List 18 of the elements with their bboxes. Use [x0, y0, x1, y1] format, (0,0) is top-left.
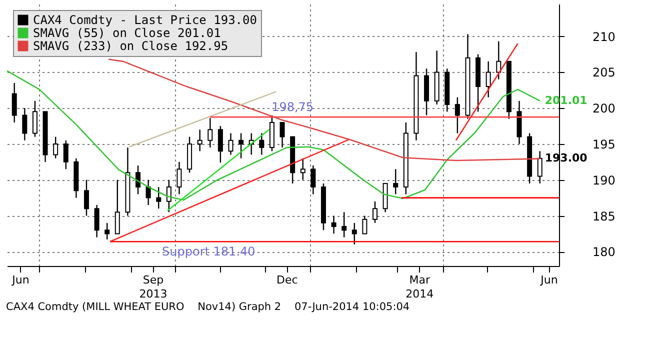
y-tick-label: 195 — [592, 137, 616, 152]
x-tick-label: Dec — [276, 274, 298, 286]
x-tick-label: Jun — [540, 274, 558, 286]
legend-label: CAX4 Comdty - Last Price 193.00 — [33, 13, 257, 27]
annotation: 198,75 — [272, 100, 314, 114]
y-tick-label: 185 — [592, 209, 616, 224]
y-tick-label: 205 — [592, 66, 616, 80]
y-tick-label: 180 — [592, 245, 616, 260]
y-tick-label: 210 — [592, 30, 616, 44]
legend-label: SMAVG (55) on Close 201.01 — [33, 26, 221, 40]
text: CAX4 Comdty (MILL WHEAT EURO Nov14) Graph 2 07-Jun-2014 10:05:04 — [6, 301, 411, 313]
annotation: Support 181.40 — [162, 244, 256, 259]
x-tick-label: Jun — [11, 274, 30, 286]
y-tick-label: 190 — [592, 173, 616, 188]
y-tick-label: 200 — [592, 102, 616, 116]
legend-label: SMAVG (233) on Close 192.95 — [33, 39, 228, 53]
x-tick-label: Mar 2014 — [406, 274, 434, 300]
x-tick-label: Sep 2013 — [139, 274, 168, 300]
